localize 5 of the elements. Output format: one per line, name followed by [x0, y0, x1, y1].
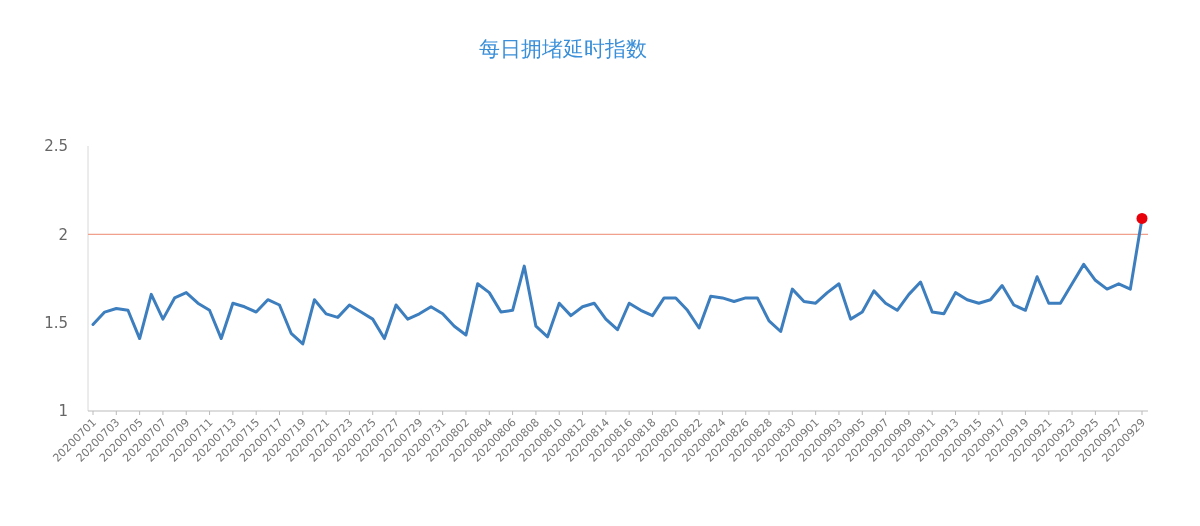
- y-tick-label: 2: [58, 225, 68, 244]
- chart-title: 每日拥堵延时指数: [479, 37, 647, 61]
- y-tick-label: 1.5: [44, 313, 68, 332]
- y-tick-label: 2.5: [44, 137, 68, 156]
- y-tick-label: 1: [58, 402, 68, 421]
